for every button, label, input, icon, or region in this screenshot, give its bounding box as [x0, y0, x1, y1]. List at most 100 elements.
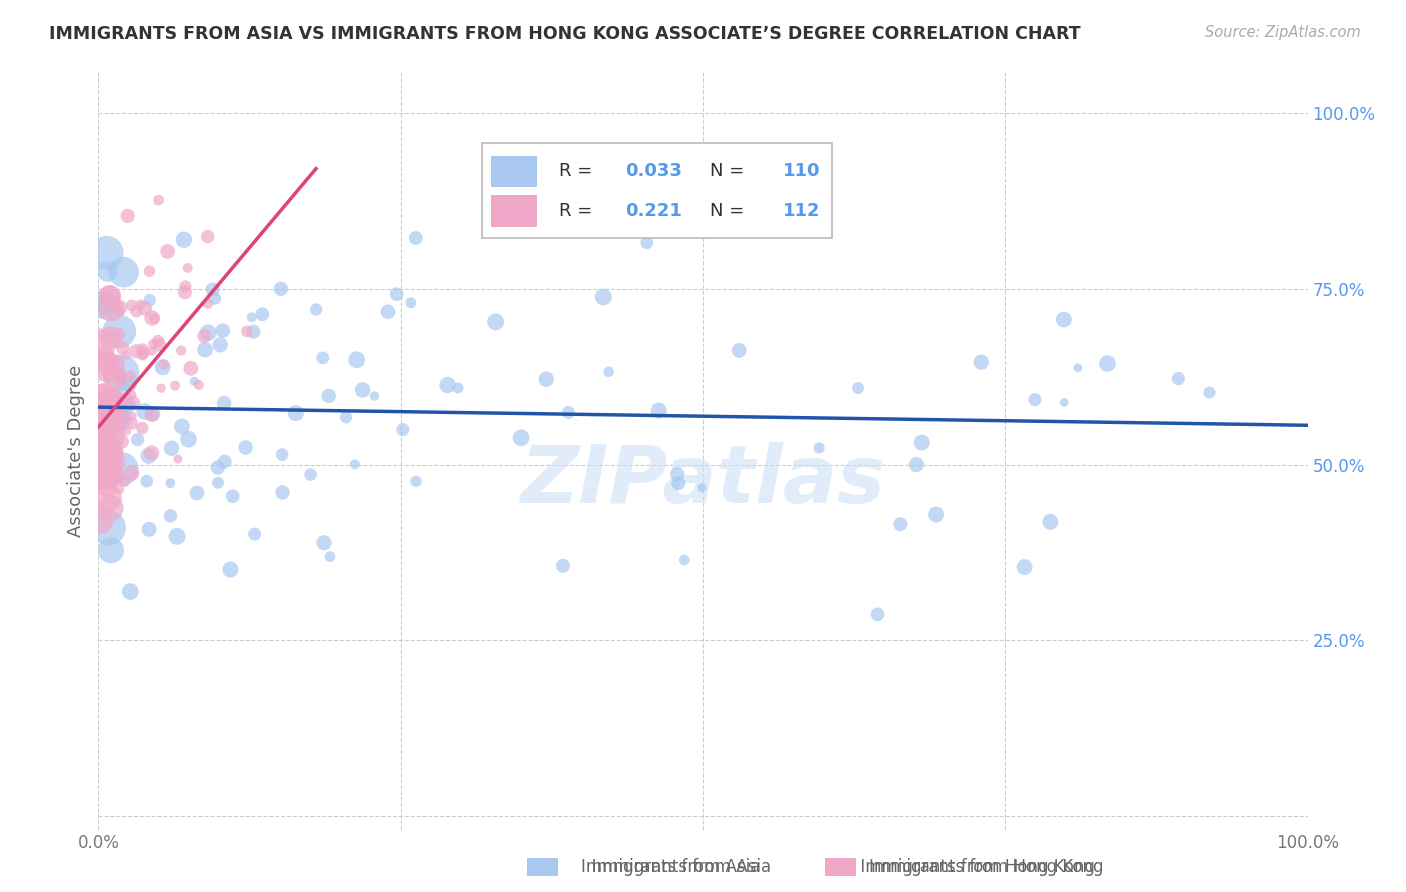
- Point: [98, 289, 121, 303]
- Point: [177, 260, 200, 275]
- Point: [93, 445, 115, 459]
- Point: [91, 411, 114, 425]
- Point: [236, 325, 259, 339]
- Point: [122, 396, 145, 410]
- Point: [112, 265, 135, 279]
- FancyBboxPatch shape: [482, 144, 832, 238]
- Point: [108, 368, 131, 383]
- Point: [90, 396, 112, 410]
- Point: [305, 302, 328, 317]
- Point: [100, 543, 122, 558]
- Point: [90, 337, 112, 351]
- Point: [242, 325, 264, 339]
- Point: [808, 441, 831, 455]
- Point: [1198, 385, 1220, 400]
- Point: [141, 407, 163, 421]
- Point: [100, 414, 122, 428]
- Point: [536, 372, 558, 386]
- Point: [219, 563, 242, 577]
- Point: [110, 366, 132, 380]
- Text: Immigrants from Asia                 Immigrants from Hong Kong: Immigrants from Asia Immigrants from Hon…: [555, 858, 1095, 876]
- Point: [98, 330, 121, 344]
- Point: [111, 462, 134, 476]
- Point: [312, 535, 335, 549]
- Point: [121, 298, 143, 312]
- Point: [204, 292, 226, 306]
- Point: [319, 549, 342, 564]
- Point: [148, 193, 170, 207]
- Point: [111, 434, 134, 449]
- Point: [135, 474, 157, 488]
- Point: [197, 229, 219, 244]
- Point: [299, 467, 322, 482]
- Point: [108, 483, 131, 497]
- Point: [905, 458, 928, 472]
- Point: [352, 383, 374, 397]
- Point: [111, 341, 134, 355]
- Point: [399, 295, 422, 310]
- Point: [221, 489, 243, 503]
- Point: [143, 311, 166, 326]
- Text: R =: R =: [560, 162, 598, 180]
- Point: [112, 474, 135, 488]
- Point: [405, 475, 427, 489]
- Point: [96, 245, 118, 260]
- Point: [447, 381, 470, 395]
- Point: [131, 421, 153, 435]
- Point: [271, 485, 294, 500]
- Point: [174, 285, 197, 300]
- Point: [100, 301, 122, 316]
- Point: [187, 377, 209, 392]
- Point: [105, 402, 128, 417]
- Point: [165, 378, 187, 392]
- Text: Source: ZipAtlas.com: Source: ZipAtlas.com: [1205, 25, 1361, 40]
- Point: [108, 325, 131, 339]
- Point: [90, 428, 112, 442]
- Point: [94, 398, 117, 412]
- Point: [97, 467, 120, 482]
- Point: [131, 348, 153, 362]
- Point: [551, 558, 574, 573]
- Point: [108, 371, 131, 385]
- Point: [207, 460, 229, 475]
- Point: [177, 432, 200, 446]
- Point: [107, 327, 129, 342]
- Point: [647, 403, 669, 417]
- Point: [284, 406, 307, 420]
- Point: [105, 401, 128, 416]
- Point: [107, 470, 129, 484]
- Point: [170, 343, 193, 358]
- Point: [193, 329, 215, 343]
- Point: [127, 433, 149, 447]
- Point: [110, 305, 132, 319]
- Point: [90, 402, 112, 417]
- Point: [889, 517, 911, 532]
- Point: [214, 454, 236, 468]
- Point: [174, 279, 197, 293]
- Point: [159, 476, 181, 491]
- Point: [98, 289, 121, 303]
- Point: [235, 441, 257, 455]
- Point: [1067, 360, 1090, 375]
- Point: [148, 338, 170, 352]
- Text: N =: N =: [710, 202, 751, 219]
- Point: [392, 423, 415, 437]
- Point: [180, 361, 202, 376]
- Point: [96, 491, 118, 505]
- Point: [436, 378, 458, 392]
- Point: [1053, 312, 1076, 326]
- Point: [107, 411, 129, 425]
- Point: [129, 297, 152, 311]
- Point: [121, 409, 143, 423]
- Text: N =: N =: [710, 162, 751, 180]
- Point: [96, 440, 118, 454]
- Point: [96, 451, 118, 466]
- Point: [146, 334, 169, 348]
- Point: [120, 368, 142, 383]
- Point: [108, 392, 131, 406]
- Y-axis label: Associate's Degree: Associate's Degree: [66, 364, 84, 537]
- Point: [100, 500, 122, 515]
- Point: [197, 296, 219, 310]
- Point: [103, 418, 125, 433]
- Point: [120, 584, 142, 599]
